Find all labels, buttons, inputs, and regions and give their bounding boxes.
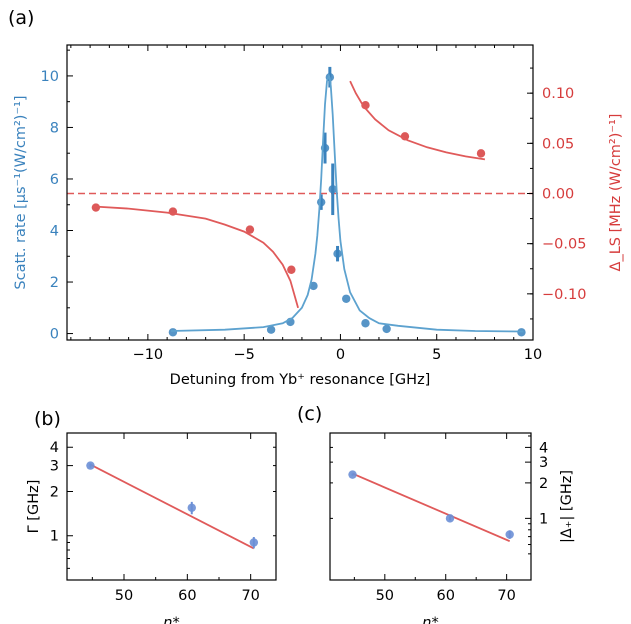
- scatter-rate-fit-line: [170, 73, 524, 333]
- left-y-tick-label: 10: [41, 69, 59, 85]
- left-y-axis-label: Scatt. rate [μs⁻¹(W/cm²)⁻¹]: [13, 95, 29, 289]
- light-shift-point: [476, 149, 486, 158]
- right-y-axis-label: Δ_LS [MHz (W/cm²)⁻¹]: [608, 114, 624, 272]
- light-shift-fit-line: [349, 80, 486, 161]
- panel-frame: [329, 432, 532, 581]
- x-tick-label: 70: [241, 588, 259, 604]
- scatter-rate-point: [382, 324, 391, 334]
- x-tick-label: −5: [233, 347, 254, 363]
- data-point: [348, 470, 357, 479]
- x-tick-label: 60: [437, 588, 455, 604]
- y-tick-label: 4: [539, 440, 548, 456]
- x-tick-label: 60: [178, 588, 196, 604]
- light-shift-point: [91, 203, 101, 212]
- right-y-tick-label: 0.05: [542, 136, 574, 152]
- x-tick-label: 0: [336, 347, 345, 363]
- left-y-tick-label: 2: [50, 275, 59, 291]
- x-axis-label: n*: [163, 615, 179, 624]
- left-y-tick-label: 0: [50, 327, 59, 343]
- light-shift-fit-line: [93, 205, 299, 309]
- scatter-rate-point: [333, 249, 342, 258]
- y-tick-label: 2: [50, 484, 59, 500]
- right-y-tick-label: −0.05: [542, 237, 586, 253]
- x-axis-label: Detuning from Yb⁺ resonance [GHz]: [170, 372, 431, 388]
- x-tick-label: 70: [497, 588, 515, 604]
- y-axis-label: Γ [GHz]: [26, 480, 42, 534]
- light-shift-point: [245, 225, 255, 234]
- scatter-rate-point: [342, 294, 351, 303]
- scatter-rate-point: [316, 197, 326, 207]
- fit-line: [352, 472, 511, 543]
- x-tick-label: 5: [432, 347, 441, 363]
- fit-line: [89, 463, 255, 550]
- panel-a-label: (a): [8, 7, 34, 29]
- left-y-tick-label: 6: [50, 172, 59, 188]
- scatter-rate-point: [266, 325, 276, 334]
- x-tick-label: 10: [524, 347, 542, 363]
- panel-frame: [66, 432, 277, 581]
- scatter-rate-point: [361, 319, 370, 328]
- data-point: [505, 530, 514, 539]
- data-point: [187, 503, 196, 512]
- y-tick-label: 3: [539, 455, 548, 471]
- x-tick-label: 50: [376, 588, 394, 604]
- panel-b-label: (b): [34, 408, 61, 430]
- y-tick-label: 1: [50, 529, 59, 545]
- x-tick-label: 50: [115, 588, 133, 604]
- x-tick-label: −10: [133, 347, 164, 363]
- left-y-tick-label: 8: [50, 120, 59, 136]
- panel-c-label: (c): [297, 403, 322, 425]
- right-y-tick-label: −0.10: [542, 287, 586, 303]
- data-point: [445, 514, 455, 523]
- y-axis-label: |Δ₊| [GHz]: [559, 470, 575, 543]
- left-y-tick-label: 4: [50, 224, 59, 240]
- data-point: [249, 538, 259, 547]
- y-tick-label: 3: [50, 459, 59, 475]
- data-point: [86, 461, 95, 470]
- x-axis-label: n*: [422, 615, 438, 624]
- right-y-tick-label: 0.10: [542, 86, 574, 102]
- scatter-rate-point: [168, 328, 178, 337]
- y-tick-label: 4: [50, 440, 59, 456]
- y-tick-label: 2: [539, 476, 548, 492]
- scatter-rate-point: [328, 185, 337, 194]
- light-shift-point: [287, 265, 296, 274]
- y-tick-label: 1: [539, 511, 548, 527]
- panel-a-frame: [66, 44, 534, 341]
- right-y-tick-label: 0.00: [542, 187, 574, 203]
